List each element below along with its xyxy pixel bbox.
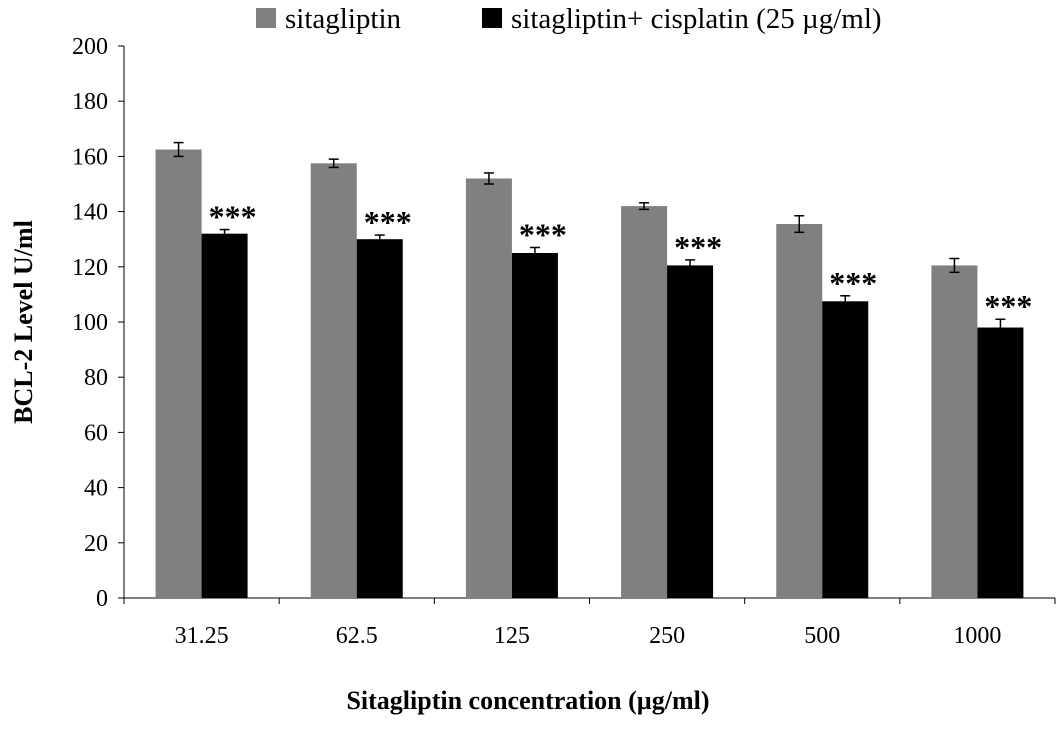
y-tick-label: 0 <box>96 586 108 612</box>
significance-label: *** <box>984 288 1032 324</box>
bar-sitagliptin-cisplatin <box>201 233 248 598</box>
error-bar <box>840 295 851 308</box>
x-tick-label: 31.25 <box>175 623 229 649</box>
significance-label: *** <box>364 204 412 240</box>
error-bar <box>328 158 339 169</box>
error-bar <box>685 259 696 272</box>
error-bar <box>173 141 184 158</box>
bar-sitagliptin-cisplatin <box>667 265 714 598</box>
x-tick-label: 125 <box>494 623 530 649</box>
y-tick-label: 160 <box>72 144 108 170</box>
y-tick-label: 40 <box>84 476 108 502</box>
y-tick-label: 120 <box>72 255 108 281</box>
y-tick-label: 100 <box>72 310 108 336</box>
error-bar <box>483 172 494 185</box>
x-axis-title: Sitagliptin concentration (µg/ml) <box>346 686 709 715</box>
significance-label: *** <box>829 265 877 301</box>
y-tick-label: 140 <box>72 200 108 226</box>
bar-sitagliptin <box>310 163 357 599</box>
legend-swatch-sitagliptin-cisplatin <box>482 8 502 28</box>
y-tick-label: 80 <box>84 365 108 391</box>
error-bars <box>173 141 1006 337</box>
error-bar <box>374 234 385 245</box>
error-bar <box>529 246 540 260</box>
x-ticks: 31.25 62.5 125 250 500 1000 <box>123 598 1056 649</box>
error-bar <box>219 228 230 239</box>
y-tick-label: 200 <box>72 34 108 60</box>
significance-label: *** <box>209 199 257 235</box>
bar-sitagliptin <box>621 206 668 598</box>
bar-sitagliptin-cisplatin <box>356 239 403 598</box>
bar-sitagliptin <box>776 224 823 598</box>
significance-label: *** <box>674 229 722 265</box>
y-axis-title: BCL-2 Level U/ml <box>9 220 38 424</box>
error-bar <box>949 257 960 274</box>
error-bar <box>995 318 1006 337</box>
error-bar <box>639 202 650 211</box>
x-tick-label: 1000 <box>953 623 1001 649</box>
y-tick-label: 60 <box>84 420 108 446</box>
significance-label: *** <box>519 216 567 252</box>
x-tick-label: 500 <box>804 623 840 649</box>
axes <box>118 46 1055 599</box>
x-tick-label: 250 <box>649 623 685 649</box>
y-tick-label: 180 <box>72 89 108 115</box>
bars <box>155 149 1024 599</box>
bar-sitagliptin-cisplatin <box>511 253 558 598</box>
bar-sitagliptin-cisplatin <box>977 327 1024 598</box>
bar-sitagliptin <box>155 149 202 598</box>
bar-sitagliptin <box>931 265 978 598</box>
legend-swatch-sitagliptin <box>256 8 276 28</box>
bar-sitagliptin <box>465 178 512 599</box>
y-tick-label: 20 <box>84 531 108 557</box>
significance-labels: *** *** *** *** *** *** <box>209 199 1033 325</box>
legend-label-sitagliptin: sitagliptin <box>285 3 402 35</box>
legend: sitagliptin sitagliptin+ cisplatin (25 µ… <box>256 3 882 35</box>
y-ticks: 0 20 40 60 80 100 120 140 160 180 200 <box>72 34 124 612</box>
legend-label-sitagliptin-cisplatin: sitagliptin+ cisplatin (25 µg/ml) <box>511 3 882 35</box>
x-tick-label: 62.5 <box>336 623 378 649</box>
bar-sitagliptin-cisplatin <box>822 301 869 598</box>
error-bar <box>794 214 805 234</box>
